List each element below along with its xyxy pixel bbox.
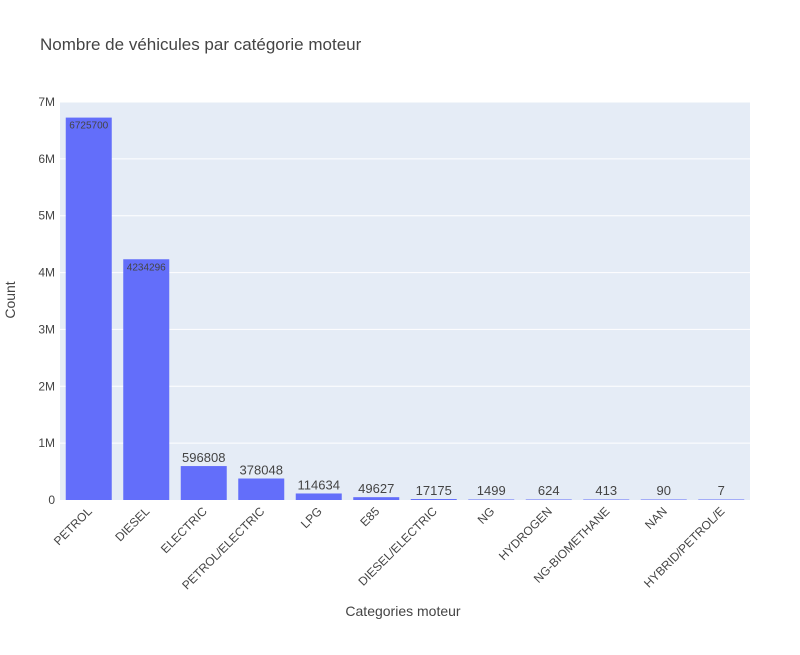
y-tick-label: 7M	[38, 95, 55, 109]
chart-title: Nombre de véhicules par catégorie moteur	[40, 35, 362, 54]
data-label: 624	[538, 483, 560, 498]
y-tick-label: 6M	[38, 152, 55, 166]
x-tick-label: HYDROGEN	[496, 504, 555, 563]
x-axis-title: Categories moteur	[345, 603, 461, 619]
data-label: 90	[657, 483, 671, 498]
y-axis-title: Count	[2, 281, 18, 318]
x-tick-label: E85	[357, 504, 382, 529]
bar	[640, 499, 687, 500]
data-label: 49627	[358, 481, 394, 496]
y-tick-label: 3M	[38, 322, 55, 336]
data-label: 1499	[477, 483, 506, 498]
bar	[353, 497, 400, 500]
gridlines	[60, 101, 750, 444]
data-label: 596808	[182, 450, 225, 465]
data-label: 378048	[240, 463, 283, 478]
bar	[180, 466, 227, 500]
x-tick-label: ELECTRIC	[158, 504, 210, 556]
x-tick-label: DIESEL	[112, 504, 152, 544]
data-label: 413	[595, 483, 617, 498]
data-label: 4234296	[127, 262, 166, 273]
bar	[468, 499, 515, 500]
bar	[410, 499, 457, 500]
data-label: 17175	[416, 483, 452, 498]
y-tick-label: 1M	[38, 436, 55, 450]
x-tick-label: NAN	[642, 504, 670, 532]
x-tick-label: NG	[475, 504, 498, 527]
bar	[238, 478, 285, 500]
y-tick-label: 4M	[38, 266, 55, 280]
bar	[123, 259, 170, 500]
bar	[295, 493, 342, 500]
x-tick-label: PETROL	[51, 504, 95, 548]
y-axis-ticks: 0 1M 2M 3M 4M 5M 6M 7M	[38, 95, 55, 507]
bar	[698, 499, 745, 500]
data-label: 7	[718, 483, 725, 498]
y-tick-label: 0	[48, 493, 55, 507]
bar	[65, 117, 112, 500]
y-tick-label: 5M	[38, 209, 55, 223]
data-labels: 6725700 4234296 596808 378048 114634 49627 171…	[69, 121, 725, 498]
data-label: 114634	[298, 477, 340, 492]
bars	[65, 117, 745, 500]
plot-area	[60, 102, 750, 500]
x-tick-label: LPG	[298, 504, 325, 531]
y-tick-label: 2M	[38, 379, 55, 393]
bar	[525, 499, 572, 500]
bar	[583, 499, 630, 500]
data-label: 6725700	[69, 121, 108, 132]
